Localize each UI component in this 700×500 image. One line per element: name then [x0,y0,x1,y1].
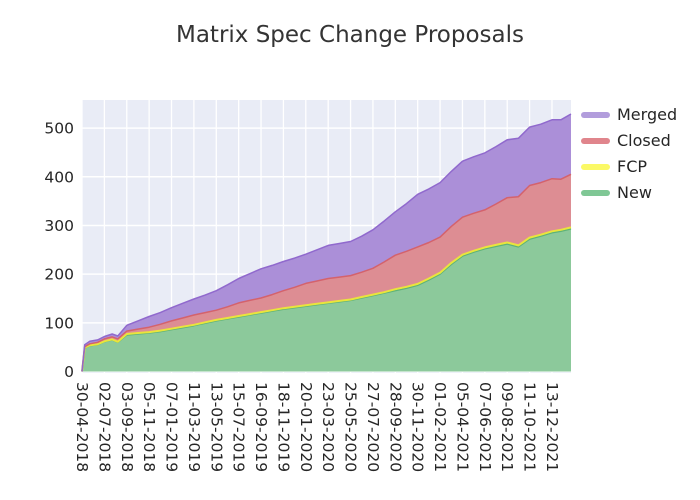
x-tick-label: 25-05-2020 [342,382,360,472]
x-tick-label: 11-03-2019 [185,382,203,472]
x-tick-label: 03-09-2018 [118,382,136,472]
legend-item-merged: Merged [581,106,677,124]
x-tick-label: 30-04-2018 [73,382,91,472]
legend: Merged Closed FCP New [581,106,677,202]
line-merged [81,113,572,372]
x-tick-label: 09-08-2021 [498,382,516,472]
x-tick-label: 13-12-2021 [543,382,561,472]
x-tick-label: 07-06-2021 [476,382,494,472]
x-tick-label: 05-04-2021 [453,382,471,472]
x-tick-label: 30-11-2020 [409,382,427,472]
x-tick-label: 07-01-2019 [163,382,181,472]
legend-label-merged: Merged [617,105,678,124]
line-fcp [81,226,572,372]
legend-label-closed: Closed [617,131,671,150]
x-tick-label: 15-07-2019 [230,382,248,472]
legend-swatch-closed [581,138,610,144]
x-tick-label: 01-02-2021 [431,382,449,472]
legend-swatch-merged [581,112,610,118]
y-tick-label: 400 [44,168,74,186]
legend-label-new: New [617,183,652,202]
x-tick-label: 28-09-2020 [386,382,404,472]
legend-label-fcp: FCP [617,157,648,176]
x-tick-label: 02-07-2018 [95,382,113,472]
legend-item-fcp: FCP [581,158,677,176]
legend-item-closed: Closed [581,132,677,150]
legend-swatch-new [581,190,610,196]
x-tick-label: 23-03-2020 [319,382,337,472]
y-tick-label: 0 [64,363,74,381]
y-tick-label: 300 [44,217,74,235]
y-tick-label: 100 [44,314,74,332]
x-tick-label: 20-01-2020 [297,382,315,472]
x-tick-label: 05-11-2018 [140,382,158,472]
chart-title: Matrix Spec Change Proposals [175,22,524,48]
x-tick-label: 18-11-2019 [274,382,292,472]
x-tick-label: 16-09-2019 [252,382,270,472]
x-tick-label: 13-05-2019 [207,382,225,472]
line-closed [81,173,572,372]
legend-swatch-fcp [581,164,610,170]
area-merged [82,114,571,372]
x-tick-label: 11-10-2021 [521,382,539,472]
legend-item-new: New [581,184,677,202]
y-tick-label: 200 [44,266,74,284]
x-tick-label: 27-07-2020 [364,382,382,472]
area-new [82,228,571,372]
y-tick-label: 500 [44,120,74,138]
